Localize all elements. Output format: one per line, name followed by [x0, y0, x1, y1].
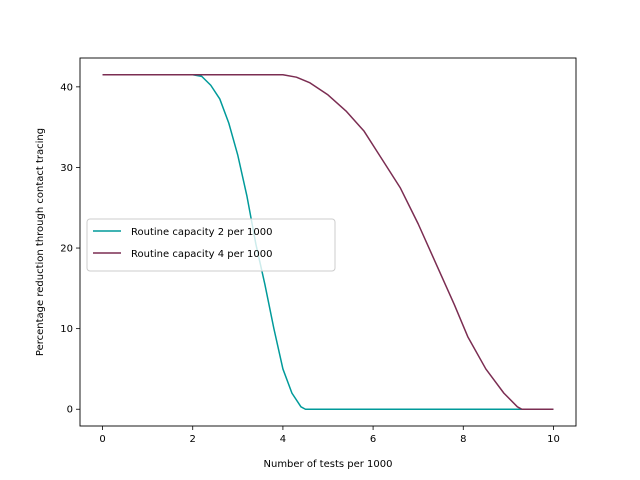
x-tick-label: 2 [190, 434, 196, 445]
y-tick-label: 30 [60, 163, 73, 174]
x-axis-label: Number of tests per 1000 [264, 459, 393, 470]
legend-label-2: Routine capacity 4 per 1000 [131, 249, 273, 260]
x-tick-label: 8 [460, 434, 466, 445]
y-tick-label: 20 [60, 244, 73, 255]
series-line-2 [102, 74, 554, 410]
y-tick-label: 0 [67, 405, 73, 416]
legend-box [86, 218, 336, 272]
y-tick-label: 10 [60, 324, 73, 335]
x-tick-label: 10 [547, 434, 560, 445]
x-tick-label: 0 [99, 434, 105, 445]
y-tick-label: 40 [60, 82, 73, 93]
axis-ticks: 0 2 4 6 8 10 0 10 20 30 40 [60, 82, 560, 445]
x-tick-label: 4 [280, 434, 286, 445]
y-axis-label: Percentage reduction through contact tra… [35, 128, 46, 356]
axes-frame [79, 57, 577, 427]
legend-label-1: Routine capacity 2 per 1000 [131, 227, 273, 238]
x-tick-label: 6 [370, 434, 376, 445]
legend: Routine capacity 2 per 1000 Routine capac… [86, 218, 336, 272]
